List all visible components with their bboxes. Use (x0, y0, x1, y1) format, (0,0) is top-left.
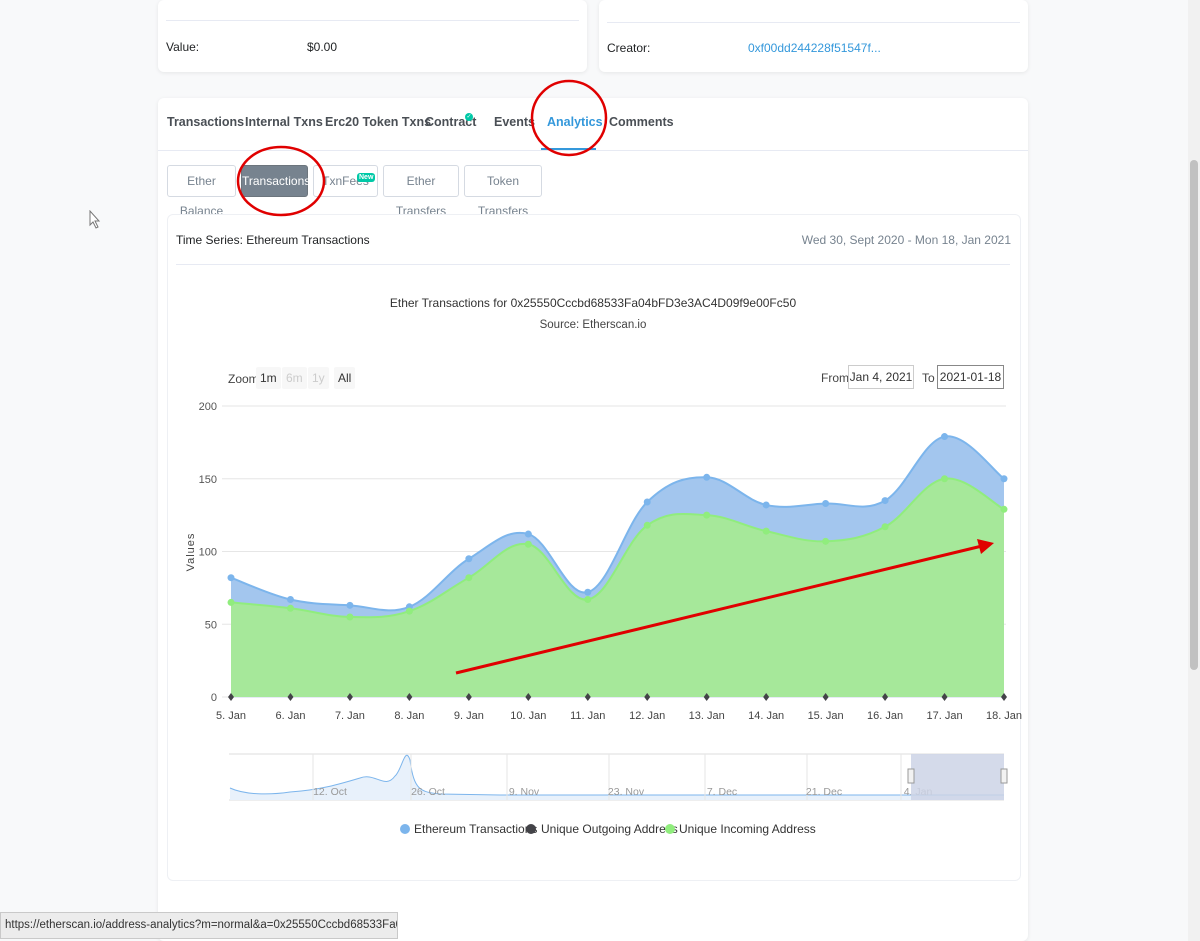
tabs-divider (158, 150, 1028, 151)
to-date-input[interactable]: 2021-01-18 (937, 365, 1004, 389)
new-badge: New (357, 173, 376, 182)
tab-internal-txns[interactable]: Internal Txns (245, 115, 323, 129)
creator-label: Creator: (607, 41, 651, 55)
to-label: To (922, 371, 935, 385)
ether-transfers-button[interactable]: Ether Transfers (383, 165, 459, 218)
value-label: Value: (166, 40, 200, 54)
panel-divider (176, 264, 1010, 265)
legend-dot-incoming (665, 824, 675, 834)
divider (607, 22, 1020, 23)
scrollbar-thumb[interactable] (1190, 160, 1198, 670)
panel-title: Time Series: Ethereum Transactions (176, 233, 370, 247)
tab-analytics[interactable]: Analytics (547, 115, 603, 129)
zoom-all-button[interactable]: All (334, 367, 356, 389)
from-label: From (821, 371, 849, 385)
token-transfers-button[interactable]: Token Transfers (464, 165, 542, 218)
value-amount: $0.00 (307, 40, 338, 54)
tab-comments[interactable]: Comments (609, 115, 674, 129)
chart-panel (167, 214, 1021, 881)
zoom-6m-button[interactable]: 6m (282, 367, 307, 389)
legend-dot-transactions (400, 824, 410, 834)
tab-transactions[interactable]: Transactions (167, 115, 245, 129)
tab-events[interactable]: Events (494, 115, 535, 129)
creator-address-link[interactable]: 0xf00dd244228f51547f... (748, 41, 881, 55)
divider (166, 20, 579, 21)
zoom-1m-button[interactable]: 1m (256, 367, 281, 389)
verified-check-icon: ✓ (465, 113, 473, 121)
chart-title: Ether Transactions for 0x25550Cccbd68533… (389, 296, 797, 310)
tab-contract[interactable]: Contract (425, 115, 477, 129)
panel-date-range: Wed 30, Sept 2020 - Mon 18, Jan 2021 (801, 233, 1011, 247)
mouse-cursor-icon (89, 210, 101, 229)
legend-dot-outgoing (526, 824, 536, 834)
chart-subtitle: Source: Etherscan.io (539, 319, 647, 331)
tab-erc20-token-txns[interactable]: Erc20 Token Txns (325, 115, 432, 129)
overview-card-left: Value: $0.00 (158, 0, 587, 72)
from-date-input[interactable]: Jan 4, 2021 (848, 365, 914, 389)
overview-card-right: Creator: 0xf00dd244228f51547f... (599, 0, 1028, 72)
zoom-label: Zoom (228, 372, 259, 386)
transactions-button[interactable]: Transactions (241, 165, 310, 197)
legend-outgoing[interactable]: Unique Outgoing Address (541, 822, 678, 836)
zoom-1y-button[interactable]: 1y (308, 367, 329, 389)
legend-transactions[interactable]: Ethereum Transactions (414, 822, 538, 836)
ether-balance-button[interactable]: Ether Balance (167, 165, 236, 218)
browser-status-url: https://etherscan.io/address-analytics?m… (0, 912, 398, 939)
legend-incoming[interactable]: Unique Incoming Address (679, 822, 816, 836)
page-scrollbar[interactable] (1188, 0, 1200, 941)
